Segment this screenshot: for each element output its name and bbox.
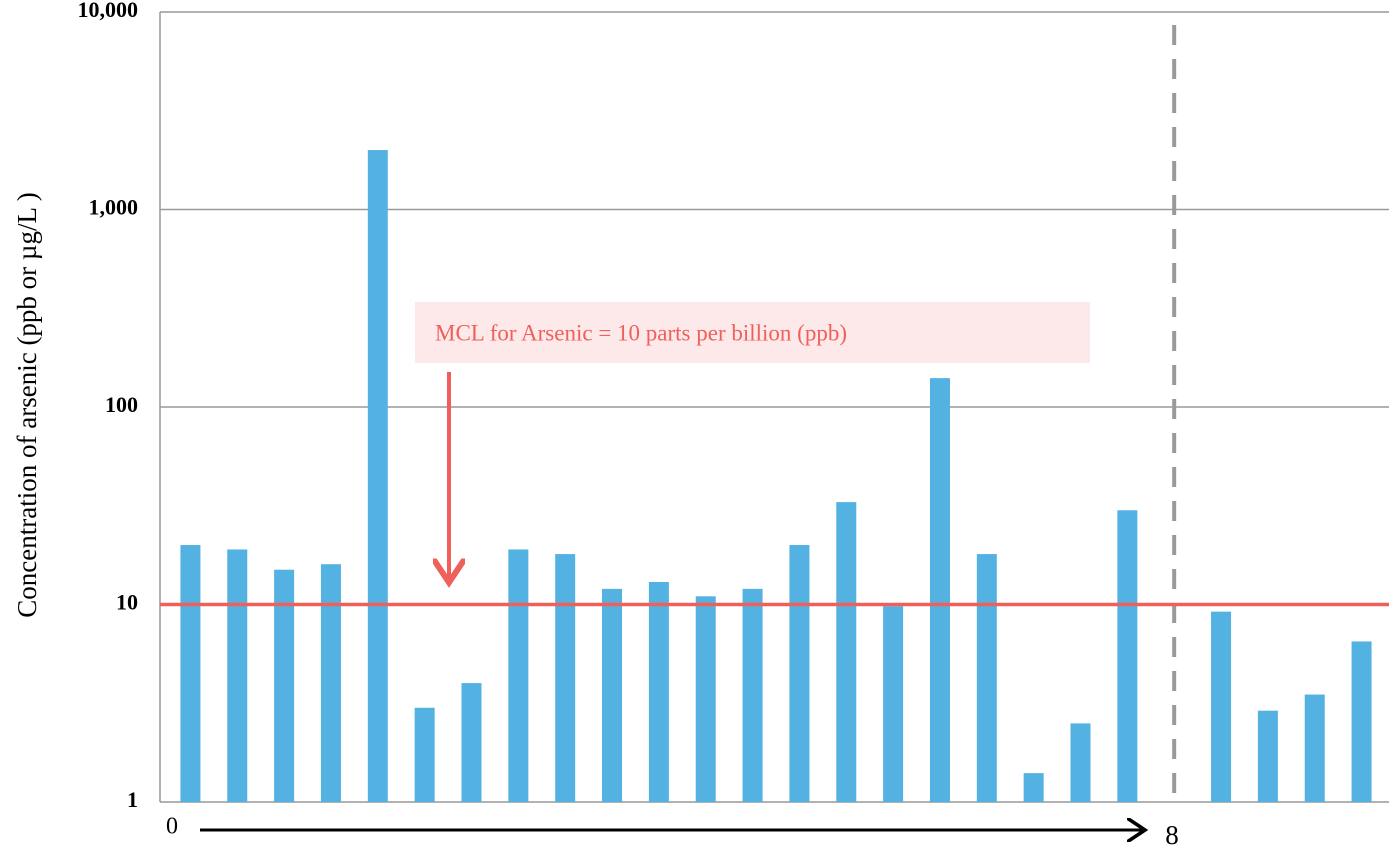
y-tick-label: 100	[105, 392, 138, 417]
bar	[789, 545, 810, 802]
bar	[320, 564, 341, 802]
bar	[1070, 723, 1091, 802]
bar	[836, 502, 857, 802]
bar	[929, 378, 950, 802]
bar	[1304, 694, 1325, 802]
bar	[1211, 611, 1232, 802]
bar	[1023, 773, 1044, 802]
bar	[602, 588, 623, 802]
bar	[883, 606, 904, 802]
bar	[227, 549, 248, 802]
annotation: MCL for Arsenic = 10 parts per billion (…	[435, 320, 847, 345]
bar	[976, 554, 997, 802]
bar	[274, 569, 295, 802]
x-end-label: 8	[1165, 820, 1179, 850]
y-tick-label: 10	[116, 590, 138, 615]
bar	[742, 588, 763, 802]
y-axis-label: Concentration of arsenic (ppb or µg/L )	[12, 192, 42, 617]
bar	[180, 545, 201, 802]
bar	[367, 150, 388, 802]
y-tick-label: 1,000	[89, 195, 139, 220]
bar	[414, 707, 435, 802]
y-tick-label: 1	[127, 787, 138, 812]
bar	[461, 683, 482, 802]
bar	[1117, 510, 1138, 802]
bar	[695, 596, 716, 802]
bar	[508, 549, 529, 802]
annotation-box	[415, 302, 1090, 363]
x-start-label: 0	[166, 814, 178, 840]
y-tick-label: 10,000	[78, 0, 139, 22]
bar	[648, 581, 669, 802]
bar	[1257, 710, 1278, 802]
bar	[555, 554, 576, 802]
bar	[1351, 641, 1372, 802]
